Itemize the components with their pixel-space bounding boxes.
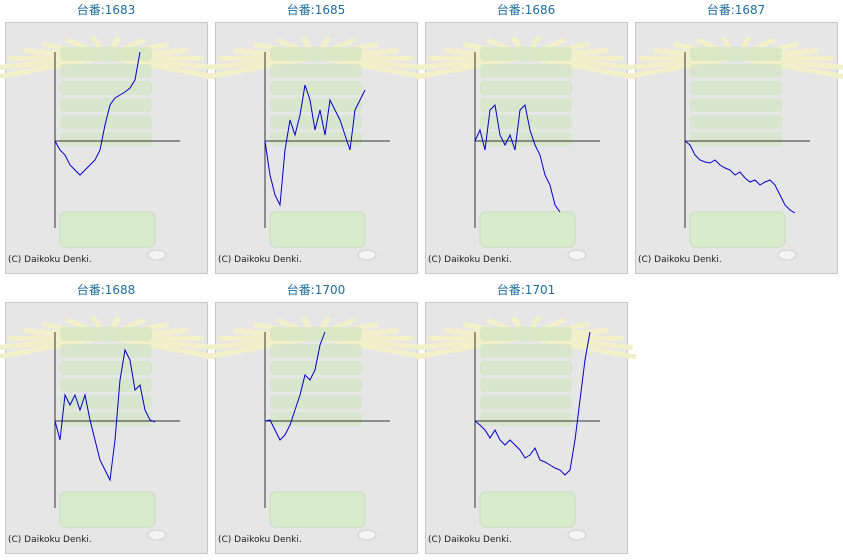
deco-tray — [479, 491, 576, 528]
credit: (C) Daikoku Denki. — [8, 535, 92, 545]
deco-stack — [60, 132, 152, 146]
deco-coin — [357, 249, 377, 261]
deco-stack — [690, 47, 782, 61]
deco-stack — [270, 395, 362, 409]
chart-title: 台番:1688 — [77, 282, 136, 297]
deco-stack — [480, 344, 572, 358]
line-series — [264, 84, 366, 207]
deco-stack — [270, 344, 362, 358]
deco-stack — [60, 327, 152, 341]
credit: (C) Daikoku Denki. — [638, 255, 722, 265]
deco-stack — [480, 132, 572, 146]
credit: (C) Daikoku Denki. — [218, 535, 302, 545]
deco-stack — [480, 115, 572, 129]
deco-stack — [60, 412, 152, 426]
deco-stack — [60, 47, 152, 61]
deco-stack — [60, 98, 152, 112]
deco-stack — [270, 47, 362, 61]
chart-title: 台番:1701 — [497, 282, 556, 297]
deco-coin — [147, 249, 167, 261]
chart-title: 台番:1700 — [287, 282, 346, 297]
chart-title: 台番:1686 — [497, 2, 556, 17]
deco-stack — [480, 81, 572, 95]
credit: (C) Daikoku Denki. — [218, 255, 302, 265]
chart-panel: (C) Daikoku Denki. — [205, 302, 427, 554]
deco-coin — [357, 529, 377, 541]
credit: (C) Daikoku Denki. — [428, 535, 512, 545]
deco-tray — [269, 491, 366, 528]
deco-stack — [270, 64, 362, 78]
deco-stack — [270, 132, 362, 146]
deco-stack — [60, 395, 152, 409]
chart-panel: (C) Daikoku Denki. — [205, 22, 427, 274]
line-series — [264, 331, 326, 441]
deco-stack — [270, 412, 362, 426]
deco-stack — [270, 378, 362, 392]
deco-stack — [690, 115, 782, 129]
chart-title: 台番:1685 — [287, 2, 346, 17]
deco-stack — [480, 378, 572, 392]
chart-panel: (C) Daikoku Denki. — [0, 302, 217, 554]
line-series — [54, 51, 141, 176]
deco-stack — [270, 98, 362, 112]
chart-panel: (C) Daikoku Denki. — [415, 302, 637, 554]
deco-coin — [777, 249, 797, 261]
chart-panel: (C) Daikoku Denki. — [415, 22, 637, 274]
chart-title: 台番:1687 — [707, 2, 766, 17]
deco-stack — [480, 361, 572, 375]
deco-stack — [60, 64, 152, 78]
deco-stack — [480, 395, 572, 409]
deco-stack — [480, 64, 572, 78]
deco-coin — [147, 529, 167, 541]
deco-coin — [567, 249, 587, 261]
line-series — [684, 140, 796, 214]
deco-stack — [60, 344, 152, 358]
deco-stack — [690, 81, 782, 95]
deco-tray — [689, 211, 786, 248]
deco-stack — [480, 47, 572, 61]
deco-stack — [480, 327, 572, 341]
deco-stack — [270, 81, 362, 95]
deco-tray — [59, 211, 156, 248]
chart-panel: (C) Daikoku Denki. — [0, 22, 217, 274]
deco-stack — [690, 64, 782, 78]
deco-coin — [567, 529, 587, 541]
deco-stack — [480, 98, 572, 112]
line-series — [474, 331, 591, 476]
deco-stack — [60, 81, 152, 95]
line-series — [474, 103, 561, 213]
deco-stack — [270, 361, 362, 375]
deco-stack — [60, 378, 152, 392]
credit: (C) Daikoku Denki. — [8, 255, 92, 265]
deco-tray — [269, 211, 366, 248]
credit: (C) Daikoku Denki. — [428, 255, 512, 265]
deco-stack — [690, 98, 782, 112]
line-series — [54, 348, 156, 482]
chart-panel: (C) Daikoku Denki. — [625, 22, 843, 274]
chart-title: 台番:1683 — [77, 2, 136, 17]
deco-stack — [60, 361, 152, 375]
deco-stack — [690, 132, 782, 146]
deco-stack — [480, 412, 572, 426]
deco-stack — [270, 327, 362, 341]
deco-tray — [59, 491, 156, 528]
deco-tray — [479, 211, 576, 248]
